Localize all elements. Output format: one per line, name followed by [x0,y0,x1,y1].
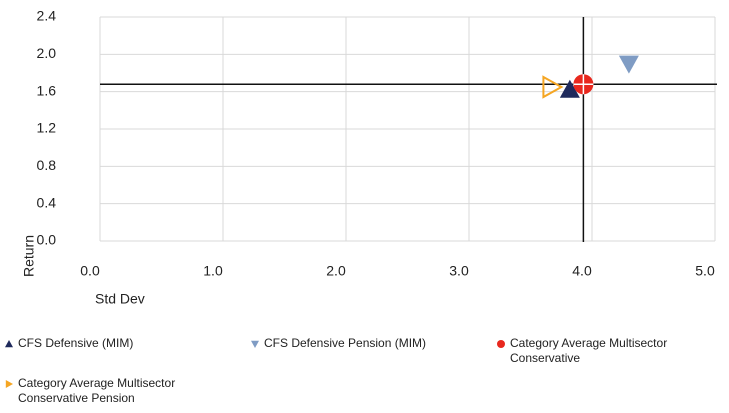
legend-item: Category Average Multisector Conservativ… [496,336,696,366]
x-axis-label: Std Dev [95,291,145,307]
marker-circle [497,340,505,348]
legend-symbol [5,340,13,348]
legend-label: Category Average Multisector Conservativ… [510,336,668,365]
marker [618,55,639,74]
marker [573,74,594,95]
legend-item: Category Average Multisector Conservativ… [4,376,224,406]
plot: Std Dev Return 0.0 0.4 0.8 1.2 1.6 2.0 2.4 0.0 1… [21,8,717,307]
x-tick-label: 4.0 [572,263,592,279]
legend-label: CFS Defensive Pension (MIM) [264,336,427,350]
marker [559,79,580,98]
x-tick-label: 0.0 [80,263,100,279]
legend-label: CFS Defensive (MIM) [18,336,134,350]
legend-label: Category Average Multisector Conservativ… [18,376,176,405]
marker [251,340,259,348]
y-tick-label: 2.0 [37,45,57,61]
y-tick-label: 0.0 [37,232,57,248]
marker [542,75,564,99]
y-tick-label: 0.8 [37,157,57,173]
marker [497,340,505,348]
x-tick-label: 5.0 [695,263,715,279]
x-tick-label: 1.0 [203,263,223,279]
y-tick-label: 1.2 [37,120,57,136]
legend-item: CFS Defensive (MIM) [4,336,234,351]
x-tick-label: 2.0 [326,263,346,279]
legend-symbol [251,340,259,348]
y-axis-label: Return [21,235,37,277]
marker [5,340,13,348]
y-tick-label: 0.4 [37,194,57,210]
legend-symbol [497,340,505,348]
marker [5,380,13,388]
x-tick-label: 3.0 [449,263,469,279]
y-tick-label: 1.6 [37,82,57,98]
y-tick-label: 2.4 [37,8,57,24]
legend-item: CFS Defensive Pension (MIM) [250,336,480,351]
legend-symbol [5,380,13,388]
